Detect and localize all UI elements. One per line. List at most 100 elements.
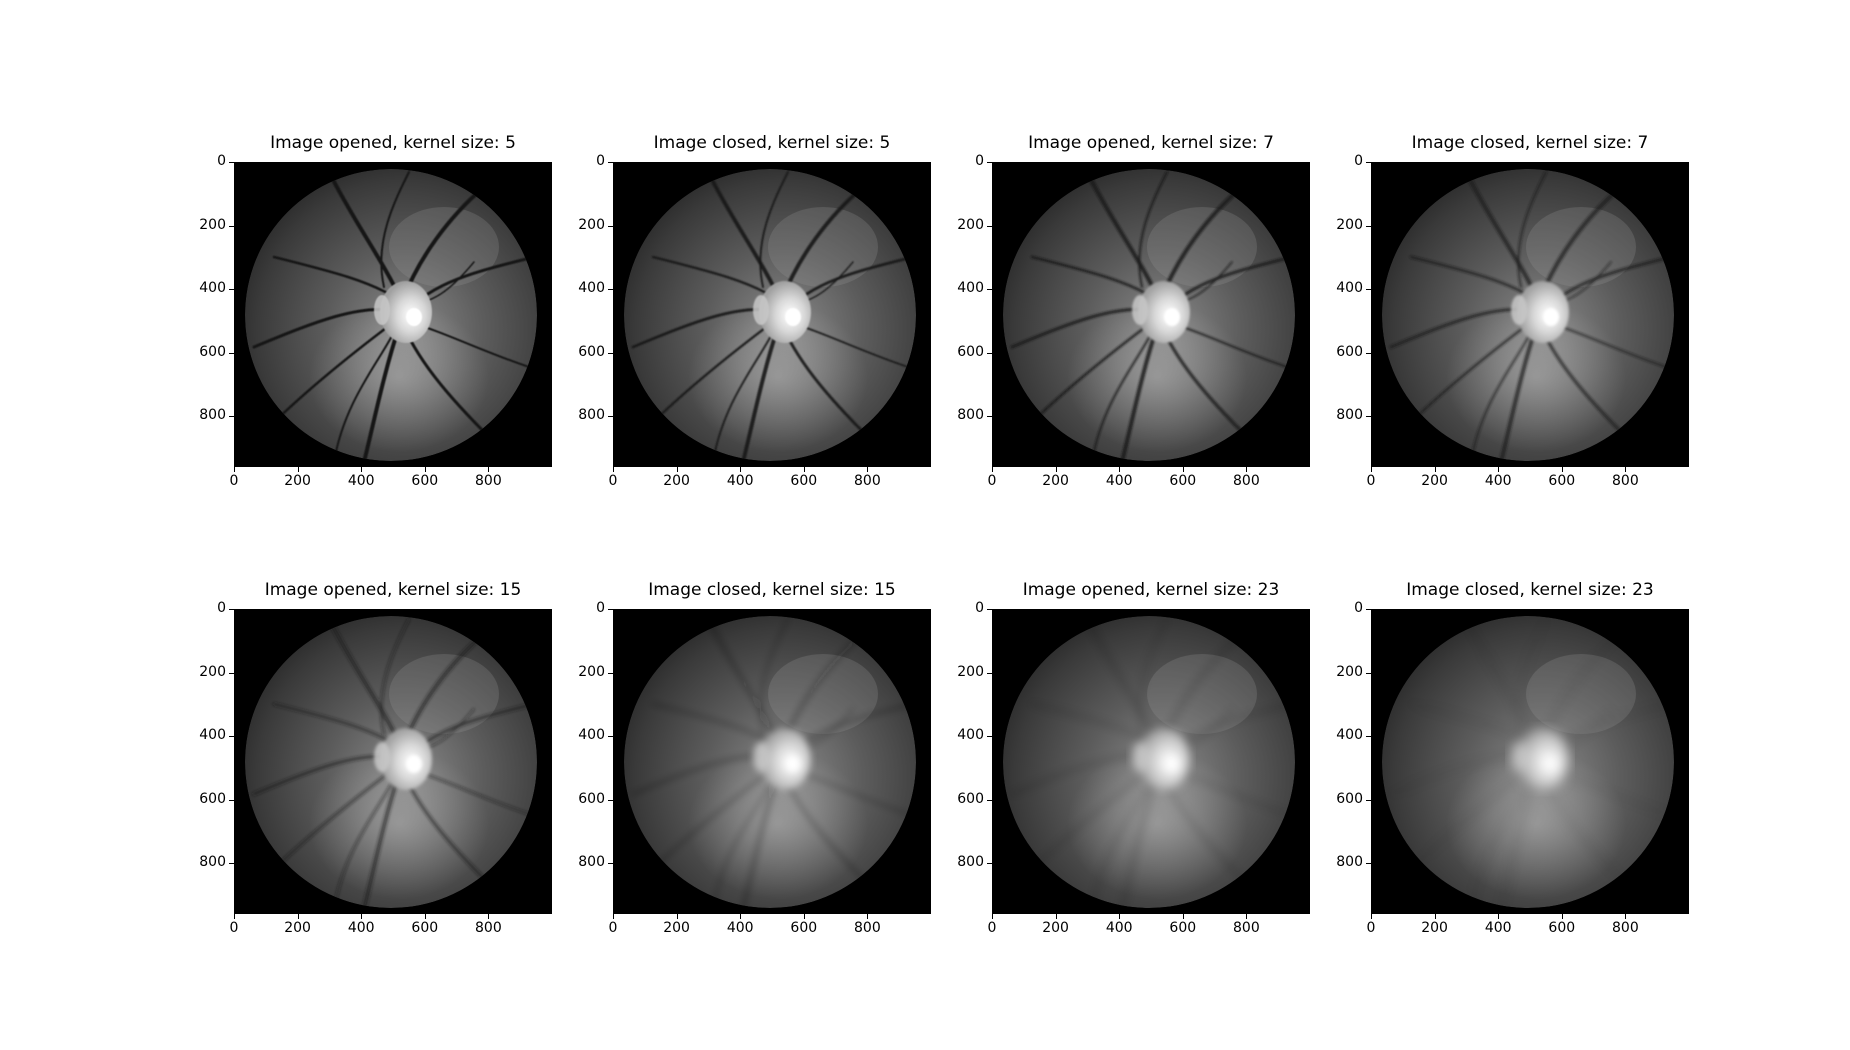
x-tick-mark: [992, 467, 993, 472]
y-tick-mark: [229, 799, 234, 801]
y-tick-label: 800: [1336, 854, 1363, 871]
image-area: [992, 609, 1310, 914]
x-tick-label: 800: [1612, 473, 1639, 489]
y-tick-label: 400: [957, 280, 984, 297]
y-tick-mark: [229, 352, 234, 354]
x-tick-mark: [488, 467, 490, 472]
y-tick-label: 200: [1336, 663, 1363, 680]
x-tick-mark: [361, 467, 363, 472]
y-tick-mark: [1366, 736, 1371, 738]
x-tick-label: 400: [347, 473, 375, 489]
x-tick-mark: [424, 914, 426, 919]
x-tick-mark: [1246, 914, 1248, 919]
image-area: [1371, 609, 1689, 914]
fundus-image: [613, 609, 931, 914]
y-tick-mark: [608, 736, 613, 738]
fundus-image: [234, 609, 552, 914]
x-tick-mark: [488, 914, 490, 919]
x-tick-label: 400: [1484, 473, 1512, 489]
x-tick-label: 400: [1105, 920, 1133, 936]
fundus-image: [1371, 609, 1689, 914]
y-tick-label: 200: [199, 216, 226, 233]
x-tick-label: 800: [1233, 473, 1260, 489]
x-tick-mark: [803, 914, 805, 919]
x-tick-label: 800: [1233, 920, 1260, 936]
x-tick-mark: [1498, 914, 1500, 919]
x-tick-mark: [613, 914, 614, 919]
y-tick-label: 400: [578, 280, 605, 297]
y-tick-label: 800: [199, 407, 226, 424]
y-tick-label: 0: [596, 600, 605, 616]
optic-disc: [380, 281, 432, 343]
y-tick-mark: [987, 162, 992, 163]
image-area: [1371, 162, 1689, 467]
x-tick-label: 600: [1169, 473, 1197, 489]
subplot-title: Image opened, kernel size: 5: [270, 133, 516, 153]
subplot-title: Image closed, kernel size: 7: [1411, 133, 1649, 153]
x-tick-mark: [740, 467, 742, 472]
y-tick-label: 800: [578, 854, 605, 871]
x-tick-label: 200: [284, 920, 311, 936]
y-tick-mark: [608, 863, 613, 865]
x-tick-mark: [1182, 914, 1184, 919]
y-tick-label: 600: [578, 343, 605, 360]
x-tick-label: 0: [987, 473, 997, 489]
y-tick-label: 400: [1336, 280, 1363, 297]
y-tick-mark: [608, 609, 613, 610]
image-area: [234, 609, 552, 914]
subplot-panel: Image opened, kernel size: 5 0 200 400 600 80…: [199, 133, 552, 489]
x-tick-mark: [1625, 467, 1627, 472]
subplot-panel: Image opened, kernel size: 7 0 200 400 600 80…: [957, 133, 1310, 489]
x-tick-mark: [992, 914, 993, 919]
y-tick-mark: [1366, 799, 1371, 801]
x-tick-mark: [740, 914, 742, 919]
x-tick-mark: [361, 914, 363, 919]
y-tick-label: 200: [199, 663, 226, 680]
x-tick-mark: [424, 467, 426, 472]
y-tick-label: 800: [957, 854, 984, 871]
x-tick-mark: [1182, 467, 1184, 472]
x-tick-mark: [234, 467, 235, 472]
y-tick-label: 0: [217, 600, 226, 616]
y-tick-mark: [987, 352, 992, 354]
x-tick-label: 600: [411, 920, 439, 936]
y-tick-mark: [229, 162, 234, 163]
x-tick-label: 600: [790, 920, 818, 936]
optic-disc: [1517, 728, 1569, 790]
y-tick-mark: [987, 416, 992, 418]
y-tick-label: 0: [975, 600, 984, 616]
x-tick-label: 0: [608, 473, 618, 489]
subplot-panel: Image closed, kernel size: 15 0 200 400 600 8…: [578, 580, 931, 936]
y-tick-label: 0: [975, 153, 984, 169]
y-tick-mark: [987, 289, 992, 291]
x-tick-label: 800: [854, 920, 881, 936]
x-tick-mark: [234, 914, 235, 919]
x-tick-mark: [297, 467, 299, 472]
subplot-title: Image closed, kernel size: 15: [648, 580, 896, 600]
y-tick-label: 600: [1336, 790, 1363, 807]
x-tick-mark: [1625, 914, 1627, 919]
x-tick-mark: [1055, 467, 1057, 472]
x-tick-mark: [613, 467, 614, 472]
image-area: [613, 609, 931, 914]
x-tick-mark: [297, 914, 299, 919]
subplot-title: Image closed, kernel size: 5: [653, 133, 891, 153]
x-tick-label: 200: [663, 920, 690, 936]
image-area: [613, 162, 931, 467]
fundus-image: [992, 609, 1310, 914]
y-tick-label: 0: [596, 153, 605, 169]
x-tick-label: 400: [1484, 920, 1512, 936]
y-tick-mark: [229, 863, 234, 865]
y-tick-label: 400: [1336, 727, 1363, 744]
x-tick-mark: [1561, 914, 1563, 919]
x-tick-label: 200: [1421, 473, 1448, 489]
image-area: [234, 162, 552, 467]
x-tick-label: 600: [1169, 920, 1197, 936]
y-tick-mark: [608, 225, 613, 227]
y-tick-mark: [1366, 672, 1371, 674]
y-tick-label: 600: [199, 343, 226, 360]
y-tick-label: 200: [578, 216, 605, 233]
y-tick-label: 400: [199, 280, 226, 297]
subplot-title: Image opened, kernel size: 7: [1028, 133, 1274, 153]
